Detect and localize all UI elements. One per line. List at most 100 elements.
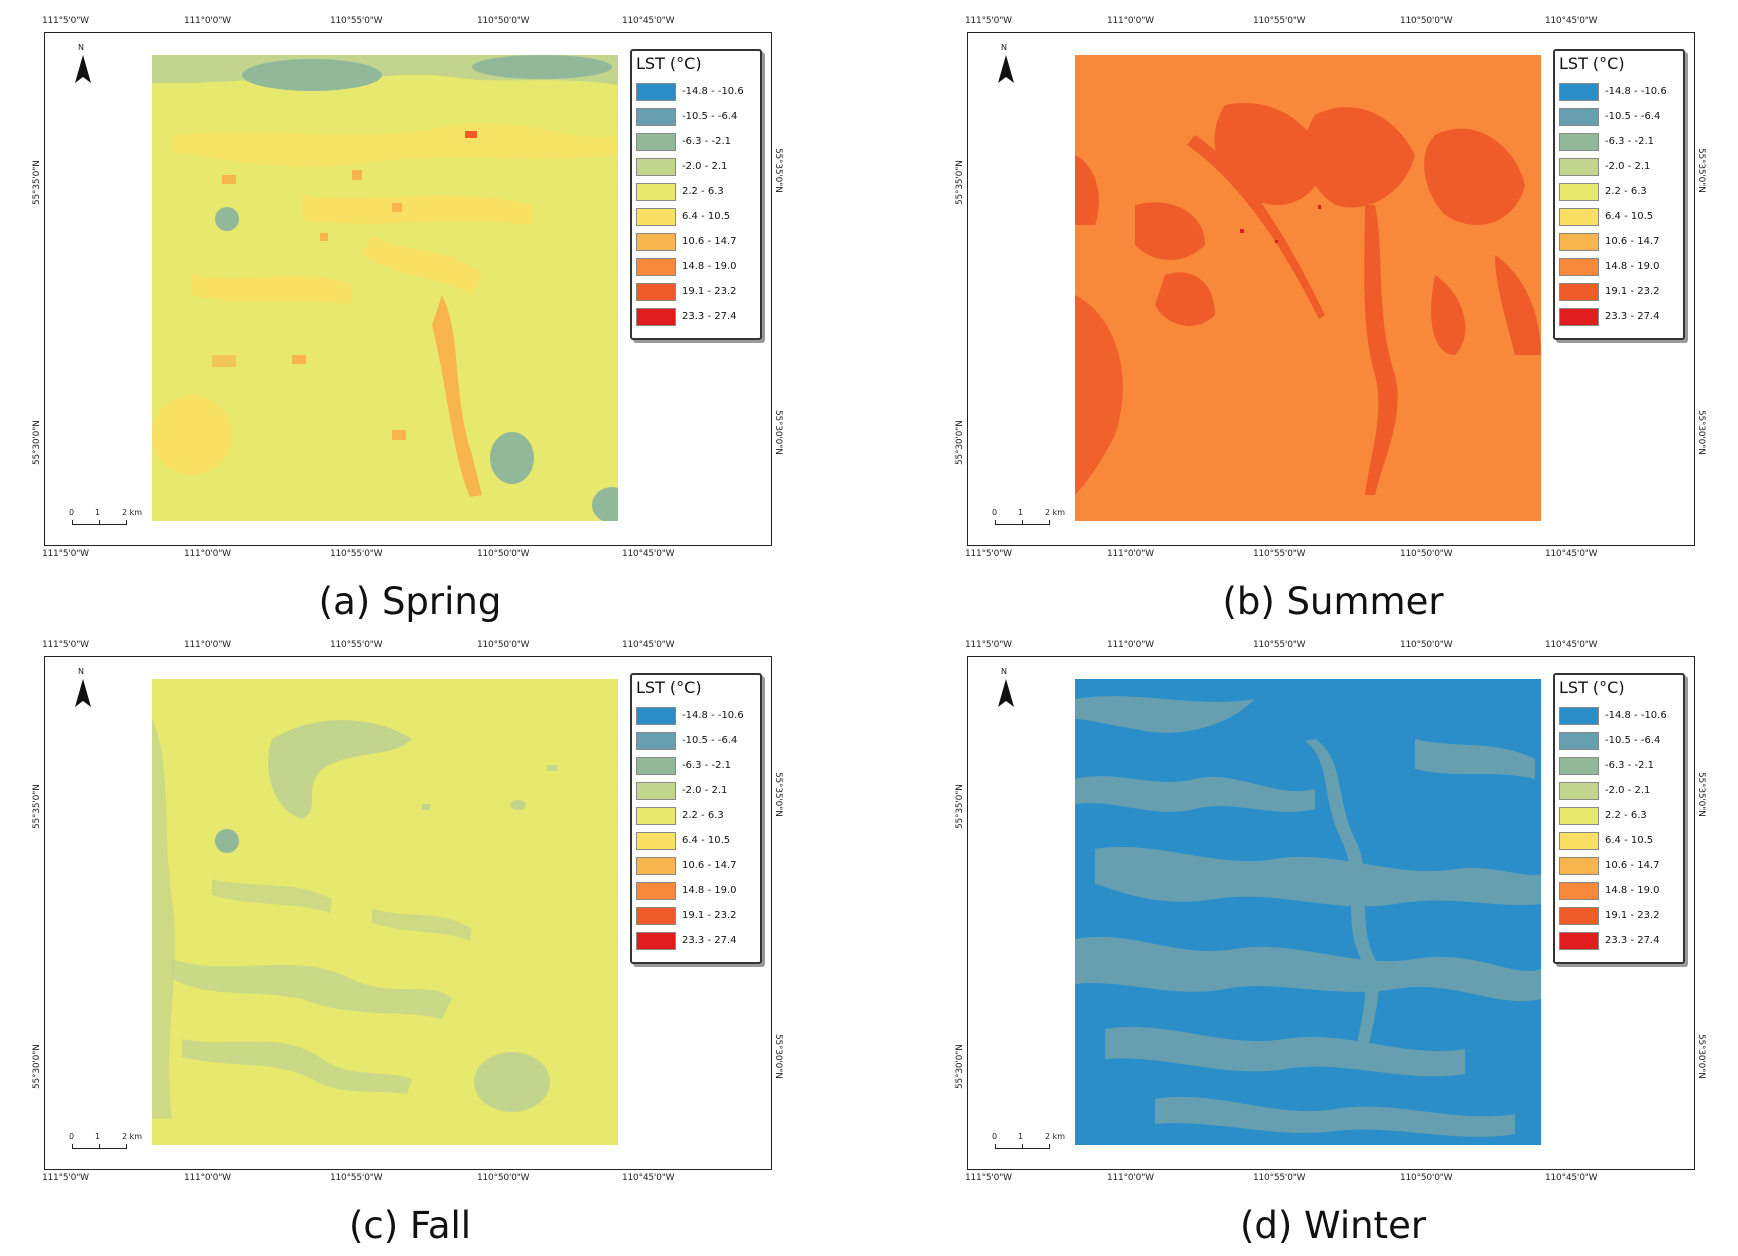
scale-label: 1	[1018, 508, 1024, 517]
top-tick: 111°5'0"W	[965, 16, 1012, 26]
north-label: N	[78, 43, 84, 52]
legend-swatch	[636, 907, 676, 925]
legend-swatch	[1559, 707, 1599, 725]
left-tick: 55°30'0"N	[32, 420, 42, 465]
legend-swatch	[636, 283, 676, 301]
legend-item: -2.0 - 2.1	[636, 158, 756, 176]
legend-swatch	[636, 782, 676, 800]
legend-item: 2.2 - 6.3	[636, 183, 756, 201]
lst-raster	[1075, 679, 1541, 1145]
legend-title: LST (°C)	[636, 54, 702, 73]
legend-item: 19.1 - 23.2	[1559, 283, 1679, 301]
legend-label: -6.3 - -2.1	[1605, 760, 1654, 771]
legend-swatch	[1559, 882, 1599, 900]
legend-label: 14.8 - 19.0	[682, 261, 737, 272]
legend-swatch	[1559, 133, 1599, 151]
legend-swatch	[636, 258, 676, 276]
left-tick: 55°35'0"N	[32, 784, 42, 829]
legend-label: -6.3 - -2.1	[682, 136, 731, 147]
bottom-tick: 110°55'0"W	[330, 1173, 383, 1183]
scale-label: 0	[992, 1132, 998, 1141]
scale-label: 1	[1018, 1132, 1024, 1141]
legend-item: -14.8 - -10.6	[636, 707, 756, 725]
legend-label: -10.5 - -6.4	[1605, 735, 1661, 746]
legend-swatch	[1559, 158, 1599, 176]
map-frame: N 0 1 2 km	[967, 656, 1695, 1170]
legend-label: 2.2 - 6.3	[682, 186, 724, 197]
bottom-tick: 110°50'0"W	[477, 1173, 530, 1183]
legend-label: 14.8 - 19.0	[1605, 885, 1660, 896]
scale-label: 2 km	[122, 1132, 143, 1141]
lst-raster	[152, 55, 618, 521]
bottom-tick: 110°55'0"W	[1253, 1173, 1306, 1183]
legend-swatch	[636, 158, 676, 176]
top-tick: 110°50'0"W	[477, 640, 530, 650]
legend-item: 23.3 - 27.4	[1559, 932, 1679, 950]
scale-label: 1	[95, 508, 101, 517]
legend-swatch	[636, 857, 676, 875]
legend-label: 19.1 - 23.2	[682, 286, 737, 297]
bottom-tick: 111°5'0"W	[965, 1173, 1012, 1183]
legend-item: -14.8 - -10.6	[1559, 83, 1679, 101]
legend-item: -10.5 - -6.4	[1559, 108, 1679, 126]
legend-swatch	[1559, 932, 1599, 950]
legend-swatch	[1559, 283, 1599, 301]
legend-label: 19.1 - 23.2	[682, 910, 737, 921]
map-panel-winter: 111°5'0"W 111°0'0"W 110°55'0"W 110°50'0"…	[955, 624, 1738, 1247]
legend-item: 19.1 - 23.2	[636, 907, 756, 925]
top-tick: 110°55'0"W	[330, 640, 383, 650]
north-label: N	[1001, 667, 1007, 676]
legend-label: -10.5 - -6.4	[682, 735, 738, 746]
legend-swatch	[1559, 757, 1599, 775]
map-frame: N 0 1 2 km	[44, 656, 772, 1170]
scale-label: 2 km	[1045, 508, 1066, 517]
legend-swatch	[1559, 857, 1599, 875]
north-label: N	[78, 667, 84, 676]
legend-item: 14.8 - 19.0	[1559, 882, 1679, 900]
top-tick: 110°45'0"W	[622, 16, 675, 26]
legend-swatch	[636, 233, 676, 251]
top-tick: 110°45'0"W	[1545, 16, 1598, 26]
legend-label: 14.8 - 19.0	[682, 885, 737, 896]
legend-item: -10.5 - -6.4	[636, 732, 756, 750]
legend-swatch	[1559, 832, 1599, 850]
right-tick: 55°30'0"N	[1696, 410, 1706, 455]
lst-raster	[1075, 55, 1541, 521]
right-tick: 55°30'0"N	[1696, 1034, 1706, 1079]
legend-label: -2.0 - 2.1	[682, 785, 728, 796]
legend-label: -2.0 - 2.1	[682, 161, 728, 172]
right-tick: 55°35'0"N	[773, 148, 783, 193]
legend-item: -2.0 - 2.1	[1559, 782, 1679, 800]
legend-label: 6.4 - 10.5	[682, 211, 731, 222]
scale-bar: 0 1 2 km	[69, 1132, 169, 1158]
scale-label: 2 km	[122, 508, 143, 517]
legend-swatch	[1559, 732, 1599, 750]
bottom-tick: 110°45'0"W	[622, 549, 675, 559]
bottom-tick: 110°50'0"W	[1400, 549, 1453, 559]
legend-item: -6.3 - -2.1	[636, 757, 756, 775]
legend-label: -14.8 - -10.6	[682, 710, 744, 721]
scale-label: 0	[69, 508, 75, 517]
bottom-tick: 110°50'0"W	[477, 549, 530, 559]
legend: LST (°C) -14.8 - -10.6 -10.5 - -6.4 -6.3…	[1553, 49, 1685, 340]
legend-swatch	[636, 183, 676, 201]
legend-item: 10.6 - 14.7	[1559, 233, 1679, 251]
left-tick: 55°30'0"N	[955, 420, 965, 465]
north-arrow-icon	[998, 55, 1014, 83]
bottom-tick: 111°5'0"W	[42, 1173, 89, 1183]
legend-label: 23.3 - 27.4	[682, 311, 737, 322]
legend-label: 23.3 - 27.4	[1605, 311, 1660, 322]
top-tick: 111°5'0"W	[42, 16, 89, 26]
legend-swatch	[636, 308, 676, 326]
north-label: N	[1001, 43, 1007, 52]
right-tick: 55°30'0"N	[773, 410, 783, 455]
map-panel-fall: 111°5'0"W 111°0'0"W 110°55'0"W 110°50'0"…	[32, 624, 820, 1247]
bottom-tick: 110°55'0"W	[330, 549, 383, 559]
legend: LST (°C) -14.8 - -10.6 -10.5 - -6.4 -6.3…	[630, 673, 762, 964]
legend-item: -10.5 - -6.4	[636, 108, 756, 126]
legend-item: -2.0 - 2.1	[1559, 158, 1679, 176]
top-tick: 110°45'0"W	[622, 640, 675, 650]
legend-item: -14.8 - -10.6	[636, 83, 756, 101]
legend-item: 19.1 - 23.2	[636, 283, 756, 301]
scale-label: 1	[95, 1132, 101, 1141]
